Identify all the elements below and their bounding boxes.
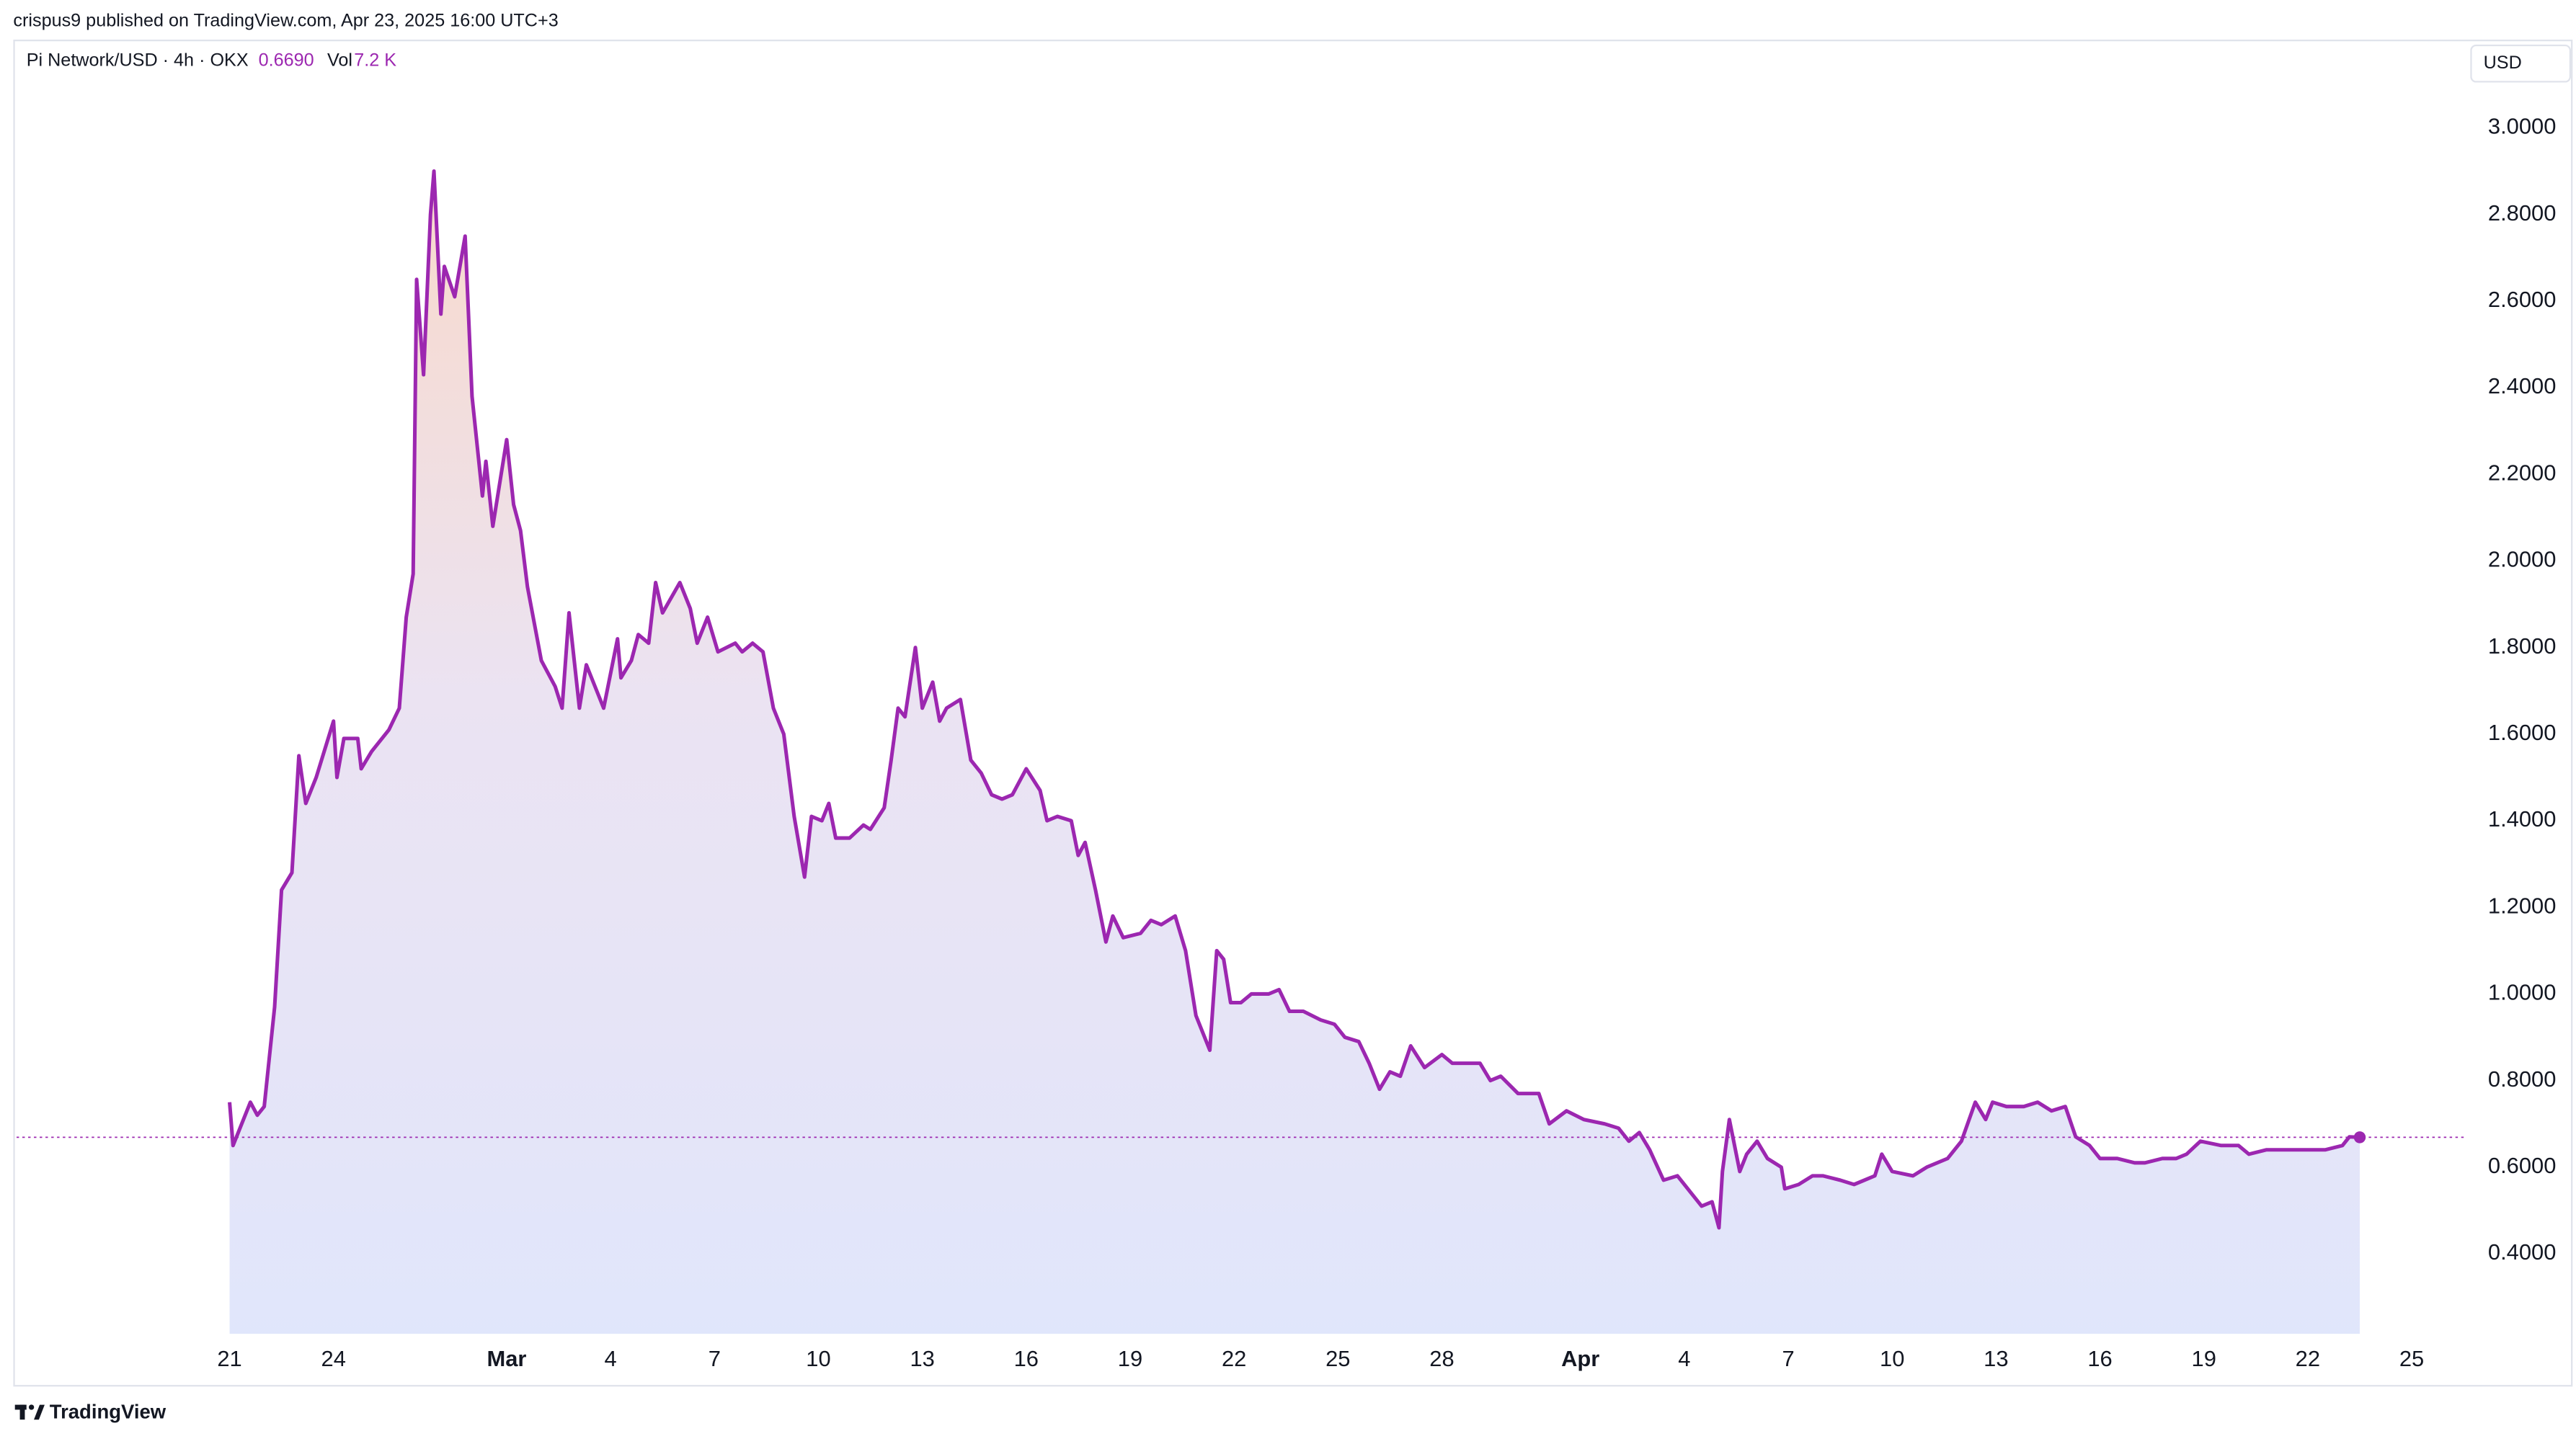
y-tick-label: 3.0000 [2488, 114, 2557, 139]
chart-title: Pi Network/USD · 4h · OKX [27, 50, 249, 70]
x-tick-label: 13 [910, 1346, 934, 1371]
y-tick-label: 0.4000 [2488, 1239, 2557, 1265]
x-tick-label: 19 [2192, 1346, 2216, 1371]
x-tick-label: 7 [1782, 1346, 1794, 1371]
y-tick-label: 1.8000 [2488, 633, 2557, 659]
x-tick-label: 22 [1222, 1346, 1246, 1371]
y-tick-label: 0.8000 [2488, 1066, 2557, 1092]
x-tick-label: 16 [1014, 1346, 1039, 1371]
x-tick-label: 4 [605, 1346, 617, 1371]
x-tick-label: 22 [2296, 1346, 2320, 1371]
price-label: 0.6690 [259, 50, 314, 70]
y-tick-label: 0.6000 [2488, 1153, 2557, 1178]
volume-value: 7.2 K [354, 50, 396, 70]
y-tick-label: 2.0000 [2488, 547, 2557, 572]
y-tick-label: 1.4000 [2488, 806, 2557, 832]
brand: TradingView [50, 1400, 166, 1422]
y-tick-label: 2.4000 [2488, 373, 2557, 398]
currency-box [2470, 44, 2572, 83]
volume-label: Vol [327, 50, 352, 70]
x-tick-label: 28 [1429, 1346, 1454, 1371]
x-tick-label: 21 [217, 1346, 241, 1371]
y-tick-label: 1.6000 [2488, 720, 2557, 745]
y-tick-label: 1.0000 [2488, 980, 2557, 1005]
price-line [228, 169, 2360, 1230]
x-tick-label: 7 [709, 1346, 721, 1371]
chart-frame [13, 39, 2573, 1387]
y-tick-label: 2.8000 [2488, 200, 2557, 226]
x-tick-label: Apr [1561, 1346, 1599, 1371]
x-tick-label: 25 [2399, 1346, 2424, 1371]
last-price-dot [2353, 1131, 2366, 1144]
y-tick-label: 2.2000 [2488, 460, 2557, 485]
x-tick-label: Mar [487, 1346, 526, 1371]
x-tick-label: 13 [1984, 1346, 2008, 1371]
x-tick-label: 25 [1325, 1346, 1350, 1371]
y-tick-label: 2.6000 [2488, 287, 2557, 312]
x-tick-label: 4 [1678, 1346, 1690, 1371]
currency: USD [2484, 53, 2522, 73]
y-tick-label: 1.2000 [2488, 893, 2557, 918]
x-tick-label: 16 [2087, 1346, 2112, 1371]
x-tick-label: 10 [1880, 1346, 1904, 1371]
brand-logo [14, 1404, 45, 1420]
publisher: crispus9 published on TradingView.com, A… [13, 10, 558, 30]
x-tick-label: 10 [806, 1346, 830, 1371]
area-fill [229, 171, 2360, 1334]
x-tick-label: 19 [1118, 1346, 1142, 1371]
x-tick-label: 24 [321, 1346, 346, 1371]
